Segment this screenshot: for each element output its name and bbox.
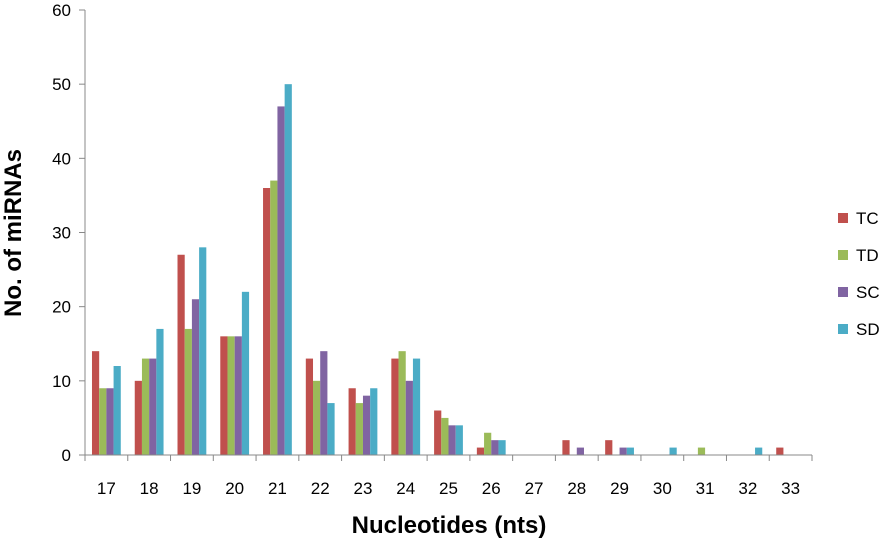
bar-tc-28 [562,440,570,455]
bar-sd-29 [626,447,634,455]
legend-swatch-sc [838,287,848,297]
legend-label-sc: SC [856,283,880,302]
bar-td-17 [99,388,107,455]
bar-sd-19 [199,247,207,455]
x-tick-label: 22 [311,479,330,498]
legend: TC TD SC SD [838,209,880,339]
x-tick-label: 26 [482,479,501,498]
bar-sc-23 [362,395,371,455]
x-tick-label: 20 [225,479,244,498]
bar-tc-19 [177,254,185,455]
bar-td-20 [227,336,235,455]
legend-label-sd: SD [856,320,880,339]
bar-tc-29 [605,440,613,455]
bar-sc-17 [106,388,114,455]
bar-sc-18 [149,358,157,455]
bar-td-23 [355,403,363,455]
bar-td-26 [484,432,492,455]
bar-td-25 [441,417,449,455]
ticks-group: 0 10 20 30 40 50 60 17 18 19 20 21 22 23 24 25 26 27 28 29 3… [52,1,813,498]
bar-sd-25 [455,425,463,455]
x-tick-label: 30 [653,479,672,498]
bar-tc-18 [134,380,142,455]
x-tick-label: 18 [140,479,159,498]
bar-sd-17 [113,366,121,455]
bar-sc-24 [405,380,413,455]
bar-td-19 [184,328,192,455]
y-tick-label: 20 [52,298,71,317]
bar-tc-33 [776,447,784,455]
x-tick-label: 24 [396,479,415,498]
bar-tc-21 [263,188,271,455]
bar-tc-20 [220,336,228,455]
y-tick-label: 60 [52,1,71,20]
x-tick-label: 29 [610,479,629,498]
y-tick-label: 40 [52,149,71,168]
bar-sc-25 [448,425,456,455]
bar-sc-21 [277,106,285,456]
x-tick-label: 17 [97,479,116,498]
bars-group [91,84,784,456]
x-tick-label: 31 [696,479,715,498]
bar-tc-17 [91,351,100,455]
bar-td-22 [313,380,321,455]
bar-tc-25 [434,410,442,455]
legend-swatch-tc [838,213,848,223]
bar-sd-22 [327,403,335,455]
bar-tc-26 [476,447,485,455]
bar-sd-32 [755,447,763,455]
bar-sc-26 [491,440,499,455]
y-axis-title: No. of miRNAs [0,149,27,317]
y-tick-label: 50 [52,75,71,94]
x-tick-label: 27 [525,479,544,498]
bar-tc-24 [391,358,399,455]
legend-label-tc: TC [856,209,879,228]
bar-sd-18 [156,328,164,455]
bar-sd-21 [284,84,292,456]
x-tick-label: 28 [567,479,586,498]
x-tick-label: 19 [182,479,201,498]
x-tick-label: 23 [354,479,373,498]
legend-label-td: TD [856,246,879,265]
x-tick-label: 33 [781,479,800,498]
y-tick-label: 10 [52,372,71,391]
bar-sd-20 [241,291,250,455]
bar-td-31 [697,447,706,455]
bar-td-24 [398,351,406,455]
x-tick-label: 21 [268,479,287,498]
bar-sd-26 [498,440,506,455]
legend-swatch-td [838,250,848,260]
bar-sd-24 [412,358,421,455]
y-tick-label: 0 [62,446,71,465]
bar-sc-19 [191,299,200,455]
bar-tc-23 [348,388,356,455]
bar-sd-30 [669,447,677,455]
x-tick-label: 32 [738,479,757,498]
bar-sc-29 [619,447,627,455]
bar-sc-20 [234,336,242,455]
legend-swatch-sd [838,324,848,334]
x-axis-title: Nucleotides (nts) [352,512,547,539]
bar-sd-23 [370,388,378,455]
bar-sc-28 [576,447,584,455]
bar-sc-22 [320,351,328,455]
x-tick-label: 25 [439,479,458,498]
y-tick-label: 30 [52,224,71,243]
bar-td-18 [141,358,150,455]
bar-tc-22 [305,358,314,455]
bar-td-21 [270,180,278,455]
